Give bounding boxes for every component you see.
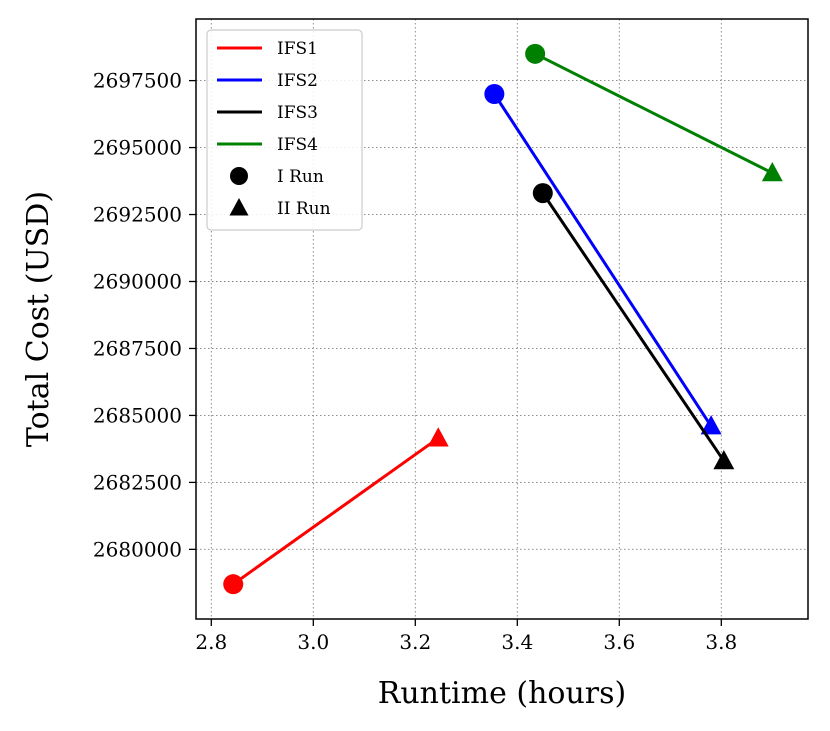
y-axis-ticks: 2680000 2682500 2685000 2687500 2690000 26925…: [93, 69, 196, 561]
x-tick-label: 3.8: [705, 630, 737, 654]
point-run-i: [532, 183, 553, 204]
legend: IFS1 IFS2 IFS3 IFS4 I Run II Run: [206, 29, 363, 231]
series-line: [493, 93, 713, 427]
series-line: [534, 52, 773, 175]
legend-label: I Run: [277, 167, 324, 187]
y-tick-label: 2685000: [93, 403, 182, 427]
y-tick-label: 2695000: [93, 136, 182, 160]
x-tick-label: 3.2: [399, 630, 431, 654]
point-run-ii: [700, 415, 722, 435]
x-axis-ticks: 2.8 3.0 3.2 3.4 3.6 3.8: [195, 619, 737, 654]
legend-circle-marker: [230, 167, 248, 185]
point-run-ii: [713, 449, 735, 470]
legend-label: IFS1: [277, 39, 318, 59]
legend-label: IFS3: [277, 103, 318, 123]
legend-label: IFS4: [277, 135, 318, 155]
series-ifs1: [223, 427, 449, 595]
series-line: [232, 436, 440, 586]
y-tick-label: 2692500: [93, 203, 182, 227]
y-tick-label: 2690000: [93, 270, 182, 294]
series-group: [223, 43, 783, 595]
legend-triangle-marker: [229, 198, 249, 216]
x-tick-label: 3.6: [603, 630, 635, 654]
y-tick-label: 2682500: [93, 470, 182, 494]
point-run-ii: [427, 427, 449, 447]
point-run-i: [484, 84, 505, 104]
x-axis-label: Runtime (hours): [378, 676, 626, 711]
y-tick-label: 2687500: [93, 336, 182, 360]
series-ifs4: [525, 43, 783, 182]
plot-frame: [195, 18, 809, 620]
point-run-ii: [761, 162, 783, 182]
y-tick-label: 2680000: [93, 537, 182, 561]
x-tick-label: 3.4: [501, 630, 533, 654]
legend-label: II Run: [277, 199, 331, 219]
point-run-i: [525, 43, 546, 64]
legend-label: IFS2: [277, 71, 318, 91]
series-ifs2: [484, 84, 722, 435]
x-tick-label: 2.8: [195, 630, 227, 654]
series-ifs3: [532, 183, 735, 470]
y-tick-label: 2697500: [93, 69, 182, 93]
series-line: [541, 192, 726, 462]
x-tick-label: 3.0: [297, 630, 329, 654]
y-axis-label: Total Cost (USD): [21, 191, 56, 447]
point-run-i: [223, 574, 244, 595]
